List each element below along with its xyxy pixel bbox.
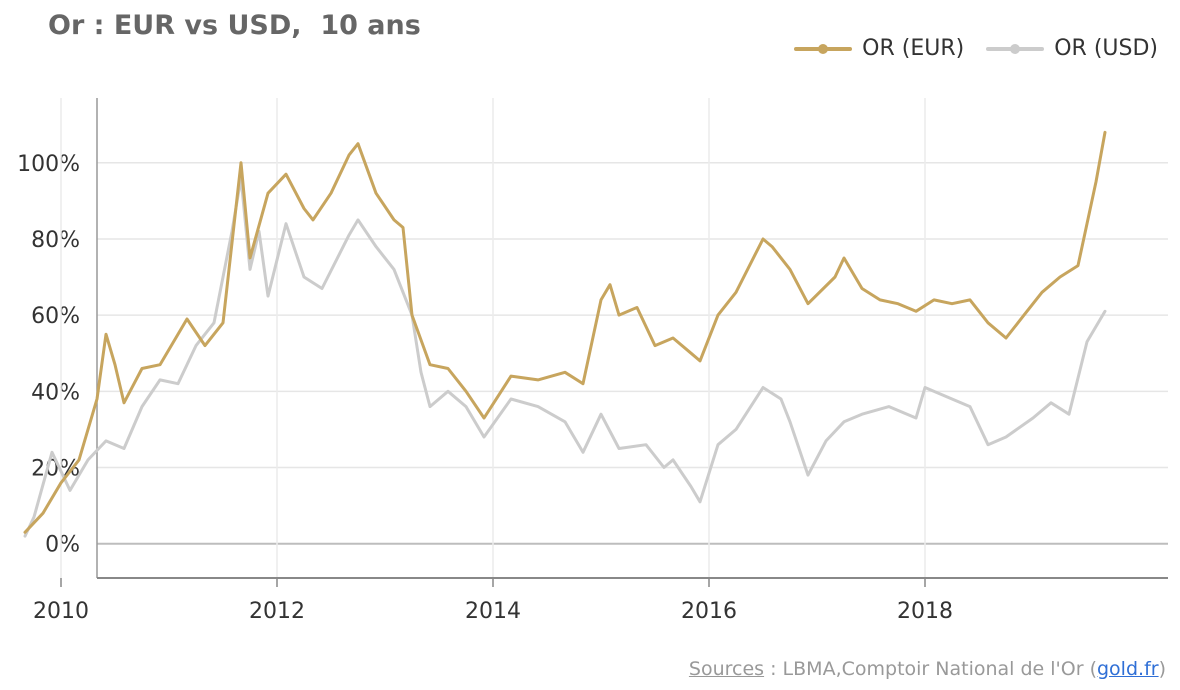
x-tick-label: 2018: [897, 599, 953, 624]
x-tick-label: 2010: [33, 599, 89, 624]
y-tick-label: 80%: [31, 228, 80, 253]
sources-footer: Sources : LBMA,Comptoir National de l'Or…: [689, 658, 1166, 680]
legend-swatch-usd: [986, 43, 1045, 54]
x-tick-label: 2012: [249, 599, 305, 624]
legend-label-usd: OR (USD): [1054, 36, 1158, 61]
chart-title: Or : EUR vs USD, 10 ans: [48, 10, 421, 41]
legend-item-usd[interactable]: OR (USD): [986, 36, 1158, 61]
x-tick-label: 2014: [465, 599, 521, 624]
y-tick-label: 0%: [45, 533, 80, 558]
y-tick-label: 40%: [31, 380, 80, 405]
sources-link[interactable]: Sources: [688, 658, 765, 680]
y-tick-label: 100%: [17, 152, 80, 177]
series-line-or-eur: [23, 130, 1107, 534]
legend: OR (EUR) OR (USD): [794, 36, 1158, 61]
series-line-or-usd: [23, 176, 1107, 538]
gold-fr-link[interactable]: gold.fr: [1097, 658, 1159, 680]
legend-marker-eur: [818, 43, 829, 54]
sources-text: : LBMA,Comptoir National de l'Or (: [764, 658, 1097, 680]
legend-marker-usd: [1010, 43, 1021, 54]
legend-label-eur: OR (EUR): [862, 36, 965, 61]
sources-closing: ): [1158, 658, 1166, 680]
legend-swatch-eur: [794, 43, 853, 54]
y-tick-label: 60%: [31, 304, 80, 329]
x-tick-label: 2016: [681, 599, 737, 624]
legend-item-eur[interactable]: OR (EUR): [794, 36, 964, 61]
